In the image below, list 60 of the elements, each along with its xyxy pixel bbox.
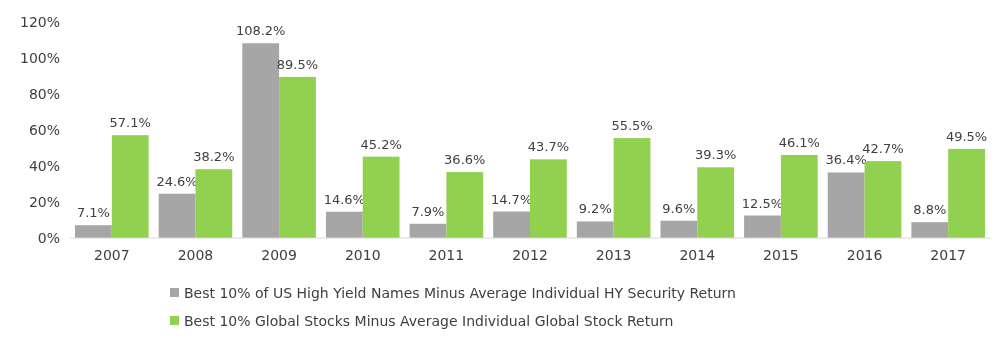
data-label: 43.7% [527,139,570,155]
bar [493,211,530,238]
bar [530,159,567,238]
x-tick-label: 2011 [428,247,465,263]
data-label: 38.2% [193,149,235,165]
y-tick-label: 120% [19,13,60,30]
y-tick-label: 20% [28,193,60,210]
bar [75,225,112,238]
data-label: 55.5% [611,118,653,134]
data-label: 39.3% [695,147,737,163]
x-tick-label: 2015 [763,247,799,263]
data-label: 49.5% [945,128,988,144]
bar [697,167,735,238]
data-label: 9.6% [662,200,696,216]
x-tick-label: 2017 [930,247,966,263]
x-tick-label: 2013 [595,247,632,263]
data-label: 12.5% [741,195,784,211]
data-label: 89.5% [276,56,319,72]
data-label: 9.2% [578,201,612,217]
bar [613,138,651,238]
y-tick-label: 80% [28,85,60,102]
bar [780,155,818,238]
bar [362,156,400,238]
bar [660,220,698,238]
data-label: 108.2% [235,23,286,39]
data-label: 8.8% [913,202,947,218]
x-tick-label: 2016 [846,247,883,263]
y-tick-label: 0% [37,229,60,246]
data-label: 7.1% [76,205,110,221]
bar [948,148,985,238]
bar [279,76,316,238]
x-tick-label: 2014 [679,247,716,263]
x-tick-label: 2008 [177,247,214,263]
x-tick-label: 2010 [344,247,381,263]
data-label: 57.1% [109,115,151,131]
y-tick-label: 40% [28,157,60,174]
bar [111,135,149,238]
bar [827,172,865,238]
bar [911,222,949,238]
bar [744,215,781,238]
data-label: 14.7% [490,191,533,207]
x-tick-label: 2012 [512,247,548,263]
bar [576,221,614,238]
data-label: 7.9% [411,203,445,219]
bar [446,172,484,238]
x-tick-label: 2007 [94,247,130,263]
data-label: 46.1% [778,135,820,151]
data-label: 24.6% [156,173,198,189]
y-tick-label: 60% [28,121,60,138]
y-tick-label: 100% [19,49,60,66]
data-label: 14.6% [323,191,365,207]
bar [158,193,196,238]
x-tick-label: 2009 [261,247,297,263]
legend-label: Best 10% of US High Yield Names Minus Average Individual HY Security Return [184,284,736,301]
bar [325,211,363,238]
bar [195,169,233,238]
data-label: 36.6% [444,152,486,168]
data-label: 45.2% [360,136,402,152]
legend-label: Best 10% Global Stocks Minus Average Individual Global Stock Return [184,312,674,329]
bar [864,161,902,238]
